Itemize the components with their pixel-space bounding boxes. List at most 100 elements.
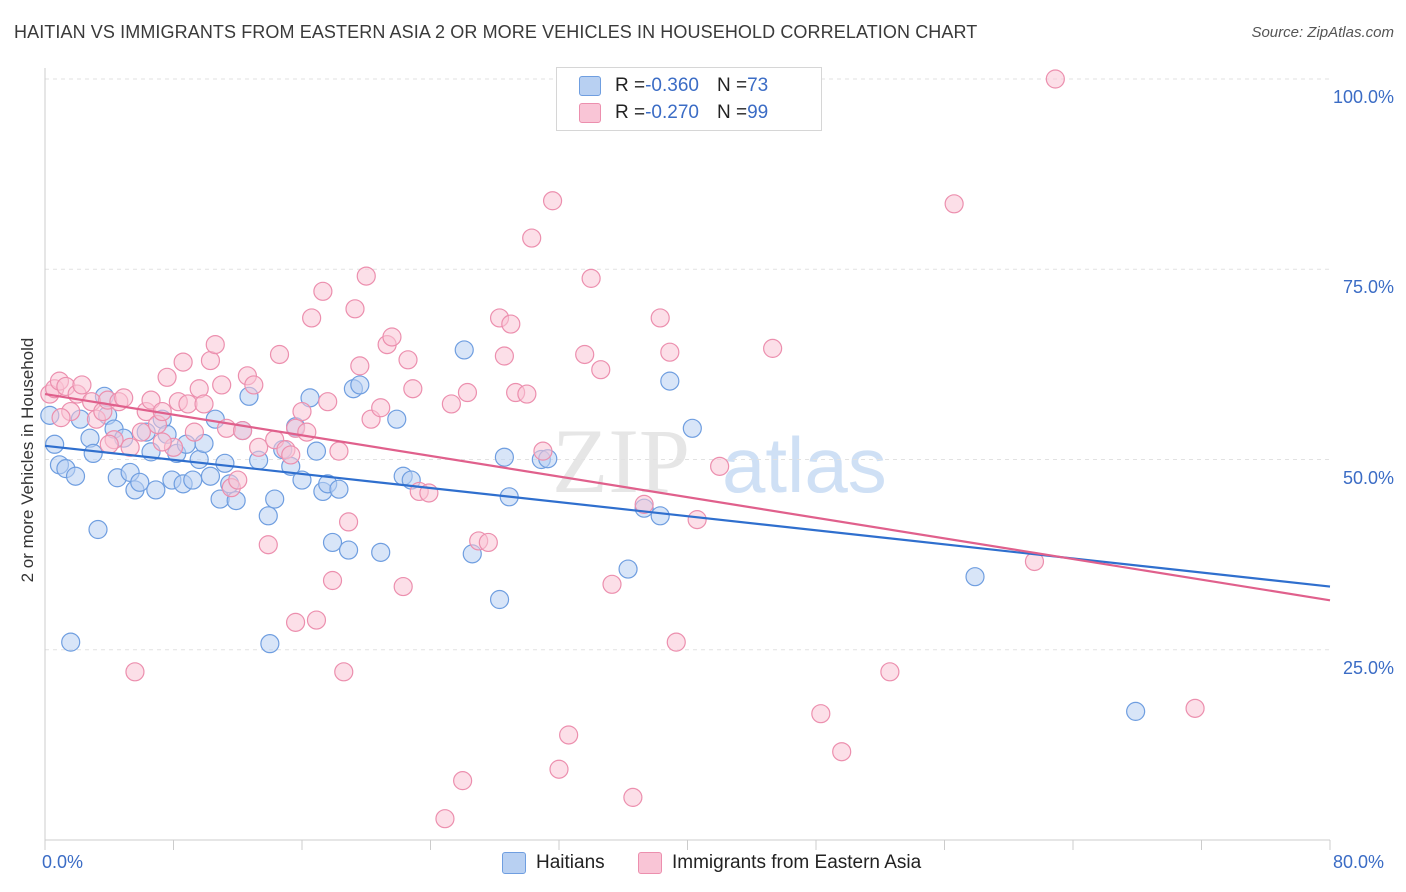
haitians-point-64 xyxy=(618,559,638,579)
haitians-point-16 xyxy=(130,472,150,492)
bottom-legend-swatch-eastern-asia xyxy=(638,852,662,874)
eastern-asia-point-79 xyxy=(533,441,553,461)
y-tick-label-0: 25.0% xyxy=(1342,657,1394,678)
legend-row-eastern-asia: R = -0.270 N = 99 xyxy=(579,101,768,125)
eastern-asia-point-34 xyxy=(228,470,248,490)
eastern-asia-point-53 xyxy=(334,662,354,682)
haitians-point-39 xyxy=(265,489,285,509)
chart-title: HAITIAN VS IMMIGRANTS FROM EASTERN ASIA … xyxy=(14,22,978,42)
bottom-legend-haitians: Haitians xyxy=(502,852,605,874)
legend-row-haitians: R = -0.360 N = 73 xyxy=(579,74,768,98)
haitians-trend-line xyxy=(44,444,1331,588)
eastern-asia-point-78 xyxy=(522,228,542,248)
eastern-asia-point-95 xyxy=(811,704,831,724)
watermark: ZIP atlas xyxy=(552,410,887,512)
legend-swatch-haitians xyxy=(579,76,601,96)
eastern-asia-point-90 xyxy=(660,342,680,362)
haitians-point-45 xyxy=(306,441,327,461)
eastern-asia-point-68 xyxy=(441,394,461,414)
eastern-asia-point-93 xyxy=(710,456,730,476)
eastern-asia-point-30 xyxy=(205,334,225,355)
eastern-asia-point-48 xyxy=(306,610,327,630)
bottom-legend-swatch-haitians xyxy=(502,852,526,874)
haitians-point-4 xyxy=(65,466,86,486)
eastern-asia-point-39 xyxy=(258,535,278,555)
eastern-asia-point-26 xyxy=(184,422,204,442)
legend-r-label: R = xyxy=(615,102,646,123)
y-tick-label-3: 100.0% xyxy=(1332,87,1394,107)
eastern-asia-point-87 xyxy=(623,787,643,807)
eastern-asia-point-69 xyxy=(453,771,473,791)
eastern-asia-point-98 xyxy=(944,194,964,214)
legend-n-label: N = xyxy=(716,102,748,123)
stats-legend: R = -0.360 N = 73 R = -0.270 N = 99 xyxy=(556,67,822,131)
haitians-point-57 xyxy=(454,340,474,360)
trend-lines xyxy=(44,392,1331,602)
eastern-asia-point-47 xyxy=(302,308,322,328)
eastern-asia-point-29 xyxy=(200,350,221,371)
haitians-point-71 xyxy=(61,632,81,652)
eastern-asia-point-103 xyxy=(152,432,172,452)
eastern-asia-point-83 xyxy=(575,344,595,365)
eastern-asia-point-50 xyxy=(318,392,338,412)
grid-lines xyxy=(45,78,1330,651)
eastern-asia-point-92 xyxy=(687,510,707,530)
haitians-point-50 xyxy=(338,540,359,560)
eastern-asia-point-97 xyxy=(880,662,900,682)
eastern-asia-point-75 xyxy=(501,314,521,334)
haitians-point-69 xyxy=(965,567,985,587)
eastern-asia-point-28 xyxy=(194,394,214,414)
eastern-asia-point-51 xyxy=(322,570,343,591)
legend-r-value: -0.270 xyxy=(645,102,699,123)
haitians-point-67 xyxy=(660,371,680,391)
bottom-legend-eastern-asia: Immigrants from Eastern Asia xyxy=(638,852,921,874)
eastern-asia-point-72 xyxy=(478,532,498,553)
eastern-asia-point-62 xyxy=(393,576,413,597)
eastern-asia-point-16 xyxy=(131,422,151,442)
eastern-asia-point-41 xyxy=(269,344,290,365)
eastern-asia-point-89 xyxy=(650,308,670,328)
haitians-points xyxy=(40,340,1146,721)
eastern-asia-point-38 xyxy=(249,437,269,457)
eastern-asia-point-55 xyxy=(345,299,365,319)
eastern-asia-point-85 xyxy=(591,360,611,380)
legend-r-value: -0.360 xyxy=(645,75,699,96)
haitians-point-49 xyxy=(329,479,349,499)
eastern-asia-point-94 xyxy=(763,338,783,358)
eastern-asia-point-86 xyxy=(602,574,622,594)
eastern-asia-point-54 xyxy=(338,512,359,532)
eastern-asia-point-64 xyxy=(403,379,423,399)
haitians-point-19 xyxy=(146,480,166,500)
y-tick-label-2: 75.0% xyxy=(1342,277,1394,298)
eastern-asia-point-13 xyxy=(114,388,134,408)
legend-n-value: 99 xyxy=(747,102,769,123)
haitians-point-38 xyxy=(258,506,278,526)
eastern-asia-point-25 xyxy=(178,394,198,414)
eastern-asia-point-70 xyxy=(457,382,478,403)
eastern-asia-point-81 xyxy=(549,759,569,779)
haitians-point-59 xyxy=(489,589,510,610)
eastern-asia-point-105 xyxy=(51,408,71,428)
eastern-asia-point-101 xyxy=(1045,69,1065,89)
eastern-asia-point-80 xyxy=(542,191,563,211)
eastern-asia-point-43 xyxy=(281,445,301,465)
haitians-point-27 xyxy=(189,449,209,470)
legend-swatch-eastern-asia xyxy=(579,103,601,123)
eastern-asia-point-24 xyxy=(173,352,193,372)
eastern-asia-point-52 xyxy=(329,441,349,461)
source-label: Source: ZipAtlas.com xyxy=(1251,24,1394,41)
eastern-asia-point-49 xyxy=(313,281,333,301)
legend-n-value: 73 xyxy=(747,75,769,96)
eastern-asia-point-102 xyxy=(285,612,306,632)
watermark-zip: ZIP xyxy=(552,410,690,512)
eastern-asia-point-56 xyxy=(350,356,370,376)
eastern-asia-point-100 xyxy=(1185,698,1205,718)
x-tick-max: 80.0% xyxy=(1333,852,1385,872)
haitians-point-70 xyxy=(1126,701,1146,721)
eastern-asia-point-15 xyxy=(125,662,145,682)
haitians-point-1 xyxy=(45,434,65,454)
haitians-point-66 xyxy=(650,506,670,526)
haitians-point-60 xyxy=(494,447,514,467)
eastern-asia-point-21 xyxy=(157,367,177,387)
